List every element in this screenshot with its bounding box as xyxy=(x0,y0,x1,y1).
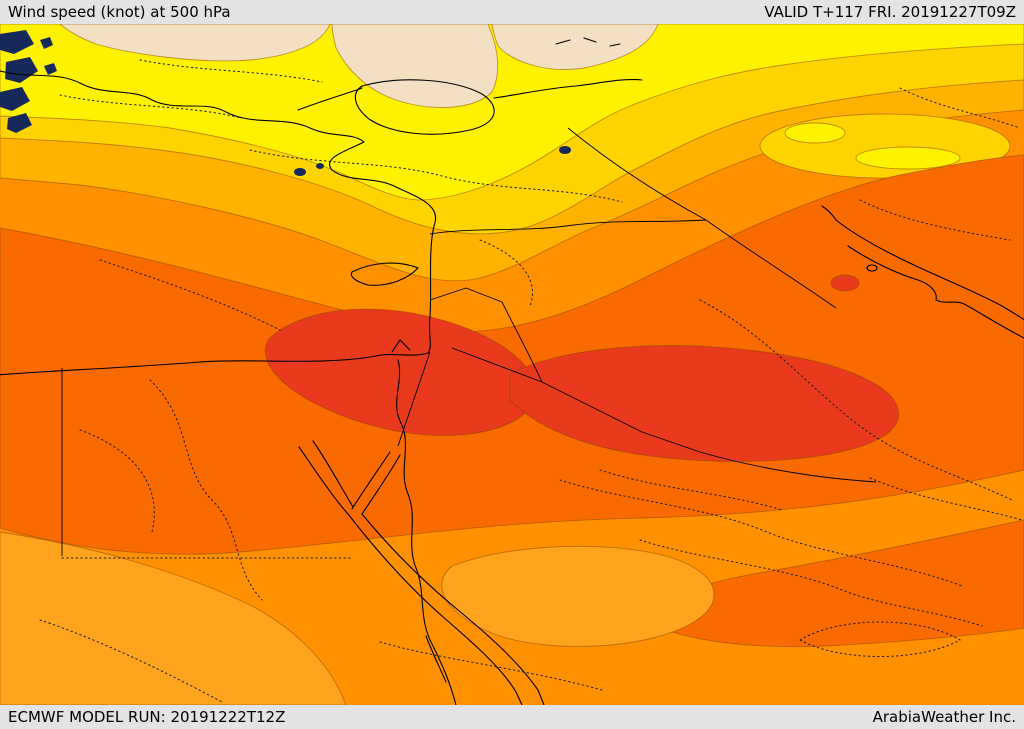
black-sea-coast-east xyxy=(493,79,643,99)
red-sea-west-shore xyxy=(347,513,523,706)
persian-gulf-north-shore xyxy=(821,205,1024,321)
gulf-of-suez-west-shore xyxy=(298,446,349,515)
dotted-loop-southeast xyxy=(798,621,962,657)
anatolia-lake-1 xyxy=(294,168,306,176)
contour-red-core-east xyxy=(509,345,899,462)
gulf-of-suez-east-shore xyxy=(312,440,354,508)
dotted-line-libya-loop xyxy=(79,429,155,533)
dotted-line-band-inner xyxy=(99,259,281,331)
anatolia-lake-2 xyxy=(316,163,324,169)
dotted-line-aegean xyxy=(59,94,243,119)
gulf-of-aqaba-west-shore xyxy=(351,451,391,510)
mediterranean-coastline xyxy=(0,70,437,376)
border-egypt-israel xyxy=(397,351,431,447)
contour-light-patch-southwest xyxy=(0,531,347,706)
aegean-islets-marks xyxy=(555,37,621,47)
border-turkey-syria-iraq xyxy=(429,219,707,235)
valid-time: VALID T+117 FRI. 20191227T09Z xyxy=(764,3,1016,21)
dotted-line-nejd xyxy=(599,469,783,511)
header-bar: Wind speed (knot) at 500 hPa VALID T+117… xyxy=(0,0,1024,24)
dotted-line-north-top xyxy=(139,59,323,83)
border-turkey-iran-gulf xyxy=(567,127,837,309)
anatolia-lake-van xyxy=(559,146,571,154)
border-jordan-saudi-iraq xyxy=(451,347,701,453)
black-sea xyxy=(354,79,495,135)
dotted-line-south-3 xyxy=(639,539,983,627)
border-syria-jordan xyxy=(429,287,503,303)
footer-bar: ECMWF MODEL RUN: 20191222T12Z ArabiaWeat… xyxy=(0,705,1024,729)
contour-light-patch-south xyxy=(441,545,715,647)
dotted-line-gulf-north xyxy=(859,199,1011,241)
contour-cream-lobes xyxy=(58,23,659,108)
model-run: ECMWF MODEL RUN: 20191222T12Z xyxy=(8,708,286,726)
dotted-line-iran-diagonal xyxy=(699,299,1013,501)
dotted-line-syria xyxy=(479,239,534,307)
dotted-line-south-1 xyxy=(379,641,603,691)
red-sea-east-shore xyxy=(361,513,545,706)
lake-nasser xyxy=(425,635,447,683)
contour-yellow-patch-2 xyxy=(855,146,961,170)
dotted-line-west-desert xyxy=(149,379,263,601)
persian-gulf-south-shore xyxy=(847,245,1024,339)
cyprus-island xyxy=(350,262,419,286)
contour-red-spot-gulf xyxy=(830,274,860,292)
contour-yellow-patch-1 xyxy=(784,122,846,144)
contour-yellow-band xyxy=(0,23,1024,201)
gulf-of-aqaba-east-shore xyxy=(361,454,401,515)
dotted-line-anatolia xyxy=(249,149,623,203)
black-sea-coast-west xyxy=(297,87,363,111)
dotted-line-saudi-south xyxy=(559,479,963,587)
map-title: Wind speed (knot) at 500 hPa xyxy=(8,3,231,21)
provider-credit: ArabiaWeather Inc. xyxy=(872,708,1016,726)
aegean-islands xyxy=(0,30,57,133)
border-jordan-panhandle xyxy=(501,301,543,383)
nile-delta xyxy=(391,339,411,353)
nile-river xyxy=(396,359,457,706)
dotted-line-east-edge xyxy=(869,477,1023,521)
dotted-line-northeast xyxy=(899,87,1021,129)
dotted-line-south-2 xyxy=(39,619,223,703)
border-iraq-saudi-east xyxy=(699,451,877,483)
bahrain-island xyxy=(866,264,878,272)
